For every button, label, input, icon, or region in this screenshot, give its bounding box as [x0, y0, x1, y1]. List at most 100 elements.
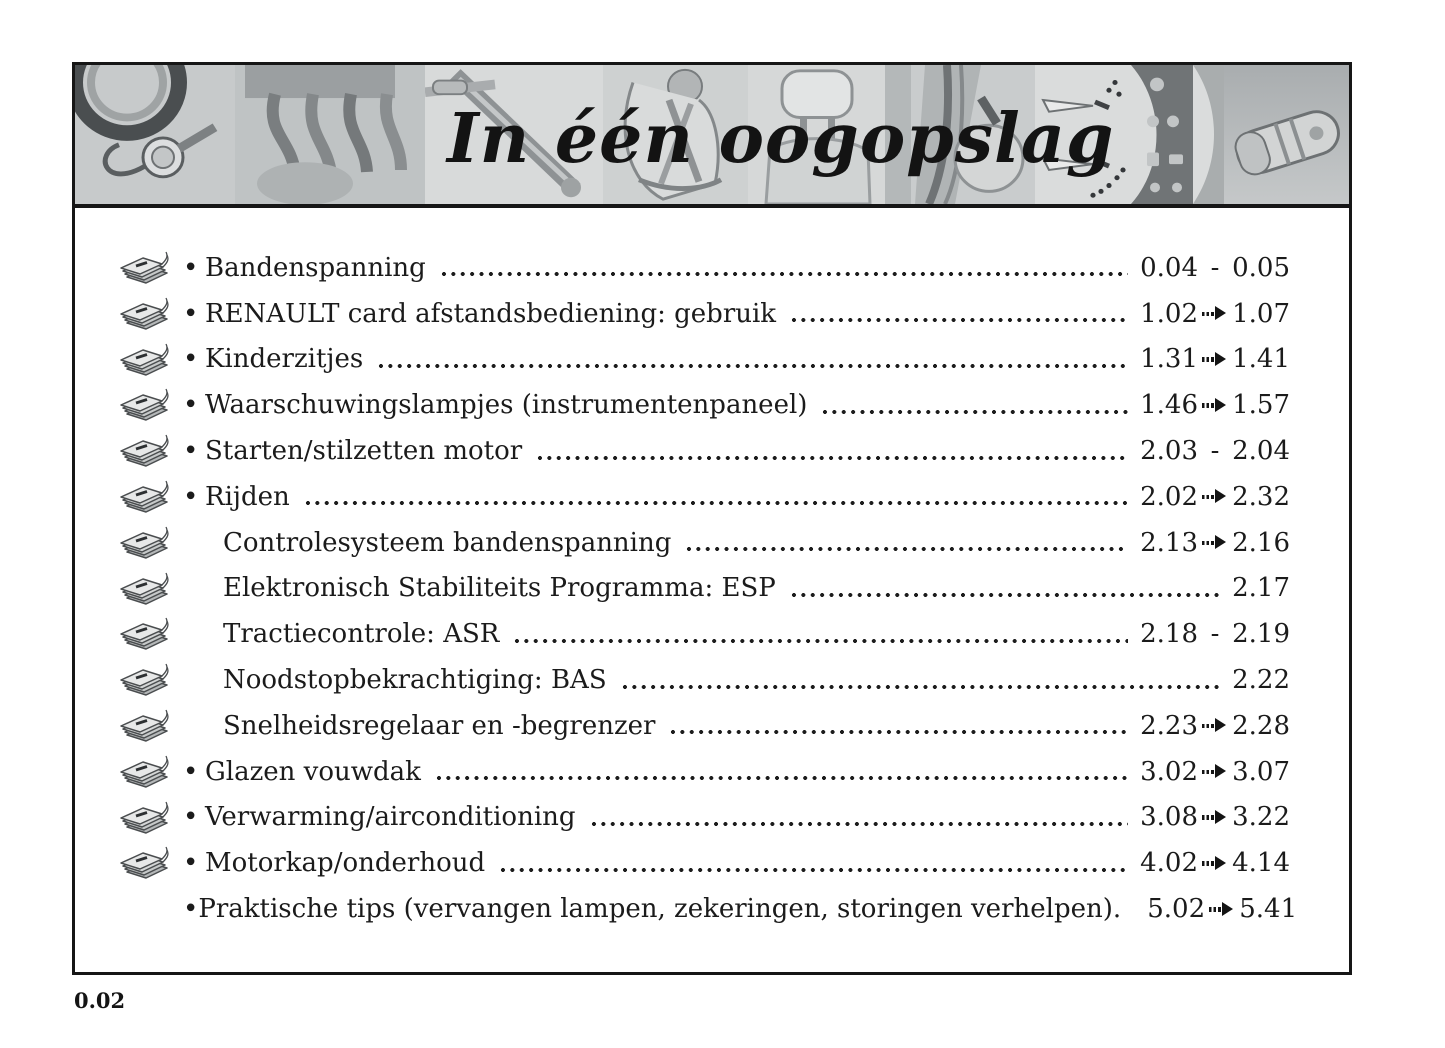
toc-label: Starten/stilzetten motor [205, 436, 523, 467]
dotted-leader [821, 391, 1128, 419]
page-range: 2.23 2.28 [1140, 711, 1290, 741]
content-frame: In één oogopslag • Bandenspanning 0.04 -… [72, 62, 1352, 975]
page-range-separator [1198, 855, 1232, 871]
page-range-separator [1198, 764, 1232, 779]
page-from: 2.23 [1140, 710, 1198, 741]
toc-row: • Verwarming/airconditioning 3.08 3.22 [75, 795, 1349, 841]
page-range-separator [1198, 809, 1232, 825]
toc-label: Elektronisch Stabiliteits Programma: ESP [223, 573, 776, 604]
page-to: 2.19 [1232, 619, 1290, 650]
page-range: 2.03 - 2.04 [1140, 436, 1290, 466]
page-range: 3.08 3.22 [1140, 802, 1290, 832]
toc-row: Noodstopbekrachtiging: BAS 2.22 [75, 657, 1349, 703]
toc-label: Bandenspanning [205, 252, 426, 283]
page-to: 3.22 [1232, 802, 1290, 833]
page-from: 2.18 [1140, 619, 1198, 650]
page-range: 3.02 3.07 [1140, 757, 1290, 787]
toc-row: Snelheidsregelaar en -begrenzer 2.23 2.2… [75, 703, 1349, 749]
toc-label: Tractiecontrole: ASR [223, 619, 500, 650]
page-range: 4.02 4.14 [1140, 848, 1290, 878]
toc-label: Rijden [205, 481, 290, 512]
page-range-separator [1198, 306, 1232, 321]
page-number: 0.02 [74, 988, 126, 1013]
page-from: 1.46 [1140, 390, 1198, 421]
toc-label: Motorkap/onderhoud [205, 848, 486, 879]
banner-art-control-stalk-icon [1224, 65, 1349, 204]
manual-pages-icon [120, 251, 169, 284]
manual-pages-icon [120, 526, 169, 559]
page-from: 1.31 [1140, 344, 1198, 375]
dotted-leader [789, 574, 1220, 602]
page-to: 0.05 [1232, 252, 1290, 283]
toc-label: Praktische tips (vervangen lampen, zeker… [198, 894, 1122, 925]
page-range: 2.22 [1232, 665, 1290, 695]
toc-row: • Waarschuwingslampjes (instrumentenpane… [75, 382, 1349, 428]
toc-bullet: • [183, 298, 199, 329]
dotted-leader [589, 803, 1128, 831]
page-range: 1.31 1.41 [1140, 344, 1290, 374]
toc-row: • Praktische tips (vervangen lampen, zek… [75, 886, 1349, 932]
toc-row: • Motorkap/onderhoud 4.02 4.14 [75, 840, 1349, 886]
page-to: 5.41 [1239, 894, 1298, 925]
manual-pages-icon [120, 847, 169, 880]
page-to: 2.28 [1232, 710, 1290, 741]
manual-pages-icon [120, 709, 169, 742]
page-from: 0.04 [1140, 252, 1198, 283]
page-range: 2.18 - 2.19 [1140, 619, 1290, 649]
toc-list: • Bandenspanning 0.04 - 0.05 • RENAULT c… [75, 208, 1349, 972]
page-to: 3.07 [1232, 756, 1290, 787]
page-title: In één oogopslag [447, 99, 1115, 179]
page-range-separator [1198, 351, 1232, 367]
toc-row: • Bandenspanning 0.04 - 0.05 [75, 245, 1349, 291]
toc-row: Elektronisch Stabiliteits Programma: ESP… [75, 566, 1349, 612]
page-range: 5.02 5.41 [1147, 894, 1297, 924]
page-range: 1.02 1.07 [1140, 299, 1290, 329]
page-range: 0.04 - 0.05 [1140, 253, 1290, 283]
banner-art-engine-icon [235, 65, 425, 204]
page-range-separator: - [1210, 436, 1220, 467]
toc-row: • Starten/stilzetten motor 2.03 - 2.04 [75, 428, 1349, 474]
page-to: 4.14 [1232, 848, 1290, 879]
manual-pages-icon [120, 389, 169, 422]
dotted-leader [303, 483, 1128, 511]
header-banner: In één oogopslag [75, 65, 1349, 208]
page-range-separator [1205, 901, 1239, 917]
toc-row: • RENAULT card afstandsbediening: gebrui… [75, 291, 1349, 337]
toc-bullet: • [183, 390, 199, 421]
page-range: 2.02 2.32 [1140, 482, 1290, 512]
page-range-separator: - [1210, 619, 1220, 650]
banner-art-suspension-icon [425, 65, 603, 204]
toc-bullet: • [183, 436, 199, 467]
toc-row: • Rijden 2.02 2.32 [75, 474, 1349, 520]
toc-label: Snelheidsregelaar en -begrenzer [223, 710, 656, 741]
page-to: 2.22 [1232, 665, 1290, 696]
page-range-separator: - [1210, 252, 1220, 283]
toc-label: Kinderzitjes [205, 344, 364, 375]
page-from: 2.02 [1140, 481, 1198, 512]
manual-pages-icon [120, 618, 169, 651]
banner-art-instrument-cluster-icon [1035, 65, 1224, 204]
toc-label: RENAULT card afstandsbediening: gebruik [205, 298, 777, 329]
page-from: 2.13 [1140, 527, 1198, 558]
page-range: 1.46 1.57 [1140, 390, 1290, 420]
toc-label: Noodstopbekrachtiging: BAS [223, 665, 607, 696]
toc-label: Controlesysteem bandenspanning [223, 527, 672, 558]
page-to: 2.32 [1232, 481, 1290, 512]
dotted-leader [377, 345, 1128, 373]
banner-art-tire-pressure-icon [75, 65, 235, 204]
page-range-separator [1198, 718, 1232, 733]
manual-pages-icon [120, 801, 169, 834]
page-to: 1.07 [1232, 298, 1290, 329]
page-from: 3.02 [1140, 756, 1198, 787]
dotted-leader [669, 712, 1128, 740]
banner-art-door-pillar-icon [885, 65, 1035, 204]
manual-pages-icon [120, 480, 169, 513]
toc-bullet: • [183, 894, 199, 925]
page-from: 2.03 [1140, 436, 1198, 467]
toc-row: Tractiecontrole: ASR 2.18 - 2.19 [75, 611, 1349, 657]
toc-bullet: • [183, 344, 199, 375]
manual-pages-icon [120, 663, 169, 696]
page-from: 3.08 [1140, 802, 1198, 833]
toc-row: Controlesysteem bandenspanning 2.13 2.16 [75, 520, 1349, 566]
